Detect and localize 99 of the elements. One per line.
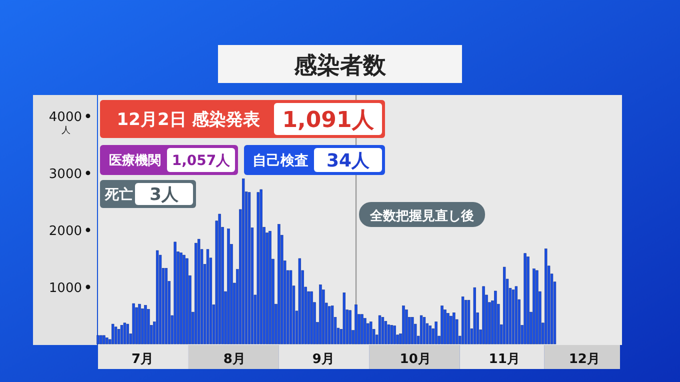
y-tick-label: 4000 — [48, 110, 82, 125]
bar — [186, 258, 188, 344]
bar — [182, 254, 186, 344]
bar — [464, 300, 468, 344]
bar — [536, 270, 538, 344]
annotation: 死亡 — [104, 186, 133, 204]
bar — [544, 248, 548, 344]
bar — [164, 268, 168, 344]
bar — [364, 318, 366, 344]
bar — [114, 326, 118, 344]
bar — [138, 304, 141, 344]
bar — [428, 326, 432, 344]
y-tick-label: 1000 — [48, 280, 82, 296]
bar — [174, 242, 176, 344]
bar — [218, 214, 221, 344]
annotation: 3人 — [150, 185, 180, 206]
x-tick-label: 9月 — [312, 352, 334, 367]
bar — [526, 256, 530, 344]
bar — [248, 192, 251, 344]
bar — [194, 242, 198, 344]
bar — [434, 322, 438, 344]
x-tick-label: 10月 — [400, 352, 431, 367]
bar — [198, 238, 200, 344]
bar — [354, 304, 358, 344]
bar — [378, 315, 382, 344]
x-tick-label: 11月 — [488, 352, 520, 367]
bar — [461, 296, 464, 344]
bar — [452, 312, 456, 344]
bar — [111, 324, 114, 344]
y-tick-label: 2000 — [48, 224, 82, 239]
bar — [289, 270, 292, 344]
annotation: 自己検査 — [252, 153, 308, 170]
bar — [390, 325, 393, 344]
x-tick-label: 7月 — [131, 352, 154, 367]
bar — [381, 317, 384, 344]
bar — [123, 322, 126, 344]
bar — [319, 284, 322, 344]
bar — [393, 326, 396, 344]
bar — [348, 310, 352, 344]
bar — [370, 322, 372, 344]
chart-title: 感染者数 — [293, 53, 387, 79]
bar — [494, 290, 497, 344]
bar — [402, 306, 405, 344]
bar — [420, 315, 423, 344]
ref-line-label: 全数把握見直し後 — [369, 208, 474, 224]
annotation: 1,091人 — [282, 108, 375, 133]
y-axis-title: 人 — [62, 124, 70, 136]
bar — [126, 324, 129, 344]
x-tick-label: 12月 — [568, 352, 600, 367]
bar — [524, 253, 526, 344]
bar — [106, 338, 108, 344]
bar — [387, 324, 390, 344]
bar — [206, 249, 210, 344]
bar — [100, 335, 102, 344]
bar — [278, 224, 280, 344]
bar — [310, 291, 313, 344]
title: 感染者数 — [218, 45, 462, 83]
bar — [450, 316, 452, 344]
bar — [446, 313, 450, 344]
bar — [180, 252, 182, 344]
x-tick-label: 8月 — [223, 352, 246, 367]
bar — [440, 306, 444, 344]
bar — [330, 306, 334, 344]
bar — [514, 286, 518, 344]
bar — [328, 306, 331, 344]
annotation: 1,057人 — [172, 153, 232, 170]
bar — [242, 178, 245, 344]
bar — [117, 329, 120, 344]
bar — [260, 189, 262, 344]
bar — [227, 228, 230, 344]
bar — [147, 309, 150, 344]
annotation: 医療機関 — [109, 152, 161, 169]
bar — [411, 317, 414, 344]
bar — [482, 286, 485, 344]
ref-label: 全数把握見直し後 — [359, 202, 486, 227]
y-tick-label: 3000 — [48, 166, 82, 182]
bar — [360, 314, 364, 344]
bar — [502, 266, 506, 344]
bar — [102, 335, 106, 344]
annotation: 12月2日 感染発表 — [116, 110, 262, 130]
bar — [144, 305, 147, 344]
bar — [342, 292, 346, 344]
bar — [473, 287, 476, 344]
bar — [135, 307, 138, 344]
bar — [268, 230, 272, 344]
bar — [384, 321, 388, 344]
bar — [120, 325, 124, 344]
bar — [512, 290, 515, 344]
bar — [256, 192, 260, 344]
bar — [132, 303, 135, 344]
bar — [298, 258, 302, 344]
bar — [467, 300, 470, 344]
bar — [422, 317, 426, 344]
bar — [444, 310, 446, 344]
bar — [405, 310, 408, 344]
annotation: 34人 — [326, 150, 371, 172]
bar — [96, 335, 100, 344]
bar — [156, 250, 159, 344]
bar — [532, 268, 536, 344]
